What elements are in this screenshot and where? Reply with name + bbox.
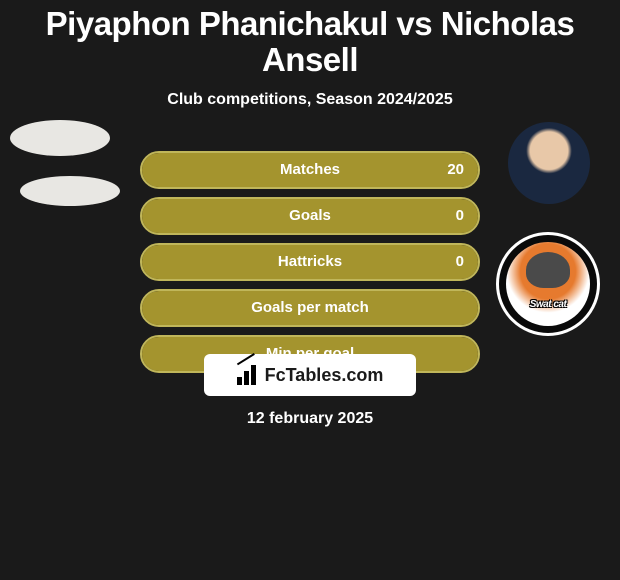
stat-label: Matches: [280, 161, 340, 178]
stat-label: Goals: [289, 207, 331, 224]
stat-value-right: 0: [456, 253, 464, 270]
stat-value-right: 0: [456, 207, 464, 224]
page-title: Piyaphon Phanichakul vs Nicholas Ansell: [0, 0, 620, 79]
stats-comparison-area: Matches 20 Goals 0 Hattricks 0 Goals per match…: [0, 151, 620, 381]
stat-label: Goals per match: [251, 299, 369, 316]
bar-chart-icon: [237, 365, 261, 385]
season-subtitle: Club competitions, Season 2024/2025: [0, 91, 620, 109]
stat-label: Min per goal: [266, 345, 354, 362]
stat-row: Goals per match: [140, 289, 480, 327]
brand-text: FcTables.com: [265, 365, 384, 386]
stat-row: Goals 0: [140, 197, 480, 235]
stat-row: Matches 20: [140, 151, 480, 189]
stat-value-right: 20: [447, 161, 464, 178]
stat-row: Hattricks 0: [140, 243, 480, 281]
snapshot-date: 12 february 2025: [0, 410, 620, 428]
stat-label: Hattricks: [278, 253, 342, 270]
